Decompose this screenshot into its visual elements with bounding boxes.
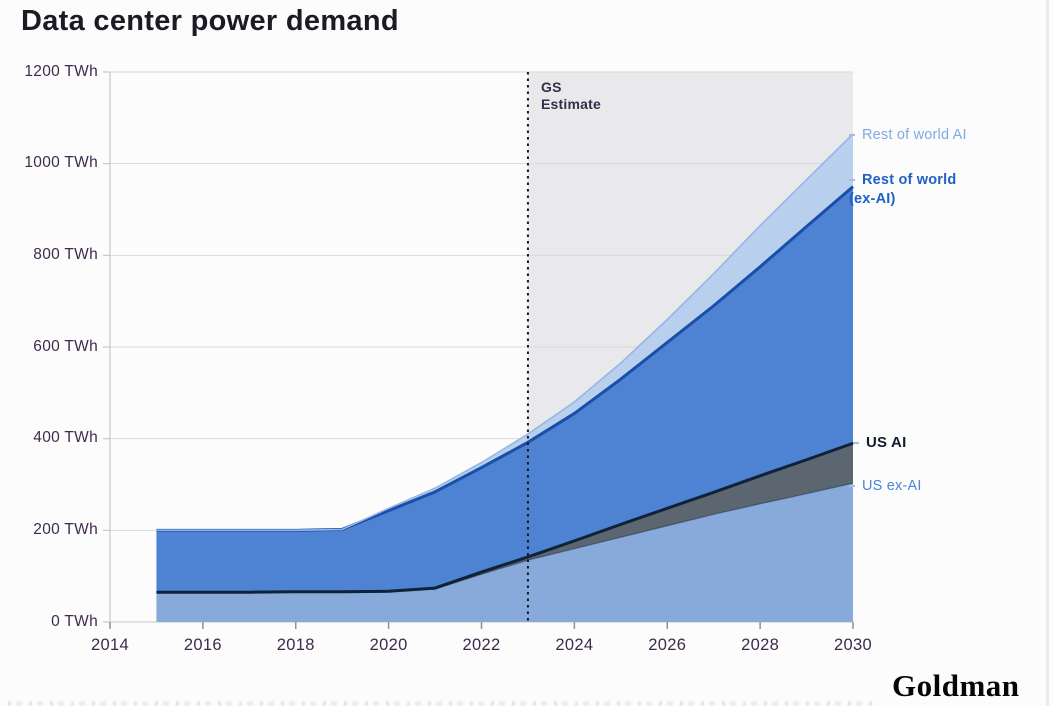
cropped-caption-remnant	[8, 701, 873, 706]
legend-item-us-ex-ai: US ex-AI	[849, 477, 922, 496]
legend-label: Rest of world (ex-AI)	[849, 172, 957, 207]
area-band-us-ex-ai	[156, 483, 853, 622]
legend-label: Rest of world AI	[862, 127, 967, 143]
legend-leader-dash	[853, 442, 859, 445]
area-band-rest-of-world-ex-ai-	[156, 186, 853, 593]
legend-item-rest-of-world-ai: Rest of world AI	[849, 126, 1019, 145]
y-axis-label: 400 TWh	[33, 429, 98, 447]
legend-item-us-ai: US AI	[853, 433, 906, 452]
y-axis-label: 200 TWh	[33, 520, 98, 538]
x-axis-label: 2016	[183, 636, 222, 654]
series-line-us-ai	[156, 441, 854, 594]
y-axis-label: 1200 TWh	[24, 62, 98, 80]
y-axis-label: 800 TWh	[33, 245, 98, 263]
x-axis-label: 2030	[834, 636, 872, 654]
y-axis-label: 1000 TWh	[24, 154, 98, 172]
x-axis-label: 2026	[648, 636, 687, 654]
series-line-rest-of-world-ai	[156, 133, 854, 532]
gs-estimate-line2: Estimate	[541, 96, 601, 112]
x-axis-label: 2028	[741, 636, 780, 654]
legend-label: US AI	[866, 434, 907, 451]
x-axis-label: 2014	[91, 636, 129, 654]
x-axis-label: 2020	[369, 636, 408, 654]
legend-label: US ex-AI	[862, 478, 922, 494]
legend-item-rest-of-world-ex-ai: Rest of world (ex-AI)	[849, 171, 984, 209]
gs-estimate-line1: GS	[541, 79, 562, 95]
x-axis-label: 2024	[555, 636, 594, 654]
legend-leader-dash	[849, 134, 855, 137]
gs-estimate-label: GS Estimate	[541, 79, 601, 113]
y-axis-label: 0 TWh	[51, 612, 98, 630]
legend-leader-dash	[849, 179, 855, 182]
chart-title: Data center power demand	[21, 5, 399, 37]
area-band-rest-of-world-ai	[156, 133, 853, 531]
x-axis-label: 2018	[276, 636, 315, 654]
x-axis-label: 2022	[462, 636, 501, 654]
goldman-logo: Goldman	[892, 668, 1020, 703]
legend-leader-dash	[849, 485, 855, 488]
image-edge-artifact	[1046, 0, 1049, 706]
y-axis-label: 600 TWh	[33, 337, 98, 355]
